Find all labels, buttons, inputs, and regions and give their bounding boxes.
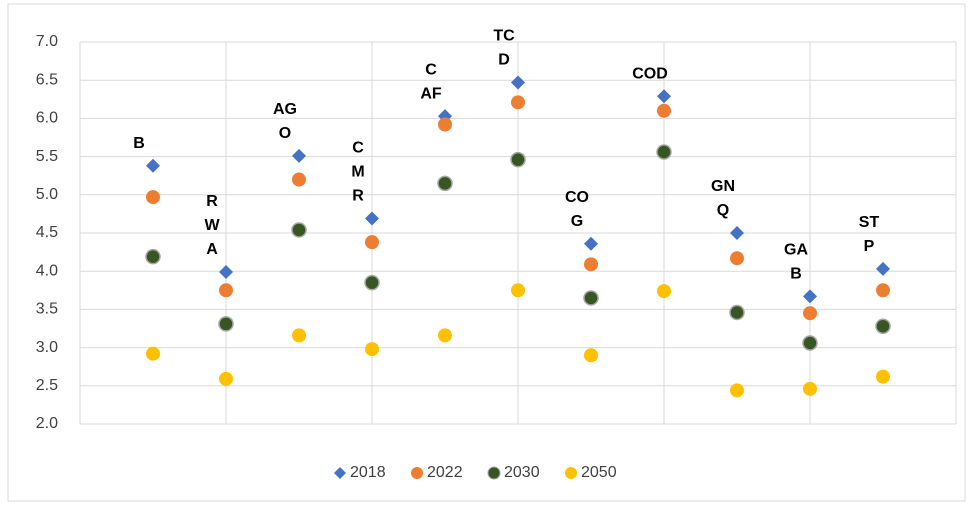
point — [437, 175, 453, 192]
point-label: TC — [493, 28, 515, 45]
y-tick-label: 2.5 — [36, 377, 58, 394]
point — [365, 211, 379, 226]
point-label: GA — [784, 242, 808, 259]
point — [875, 318, 891, 334]
point — [584, 257, 598, 272]
point-label: P — [864, 238, 875, 255]
point — [802, 335, 818, 351]
point-label: C — [425, 61, 437, 78]
point-label: AG — [273, 101, 297, 118]
y-tick-label: 7.0 — [36, 33, 58, 50]
point — [657, 284, 671, 299]
point — [364, 274, 380, 291]
point — [803, 381, 817, 396]
point — [656, 144, 672, 160]
y-tick-label: 5.0 — [36, 186, 58, 203]
point — [876, 283, 890, 298]
chart-frame — [7, 3, 966, 502]
point — [292, 148, 306, 163]
point — [730, 226, 744, 240]
point-label: CO — [565, 189, 589, 206]
legend-label: 2022 — [427, 464, 463, 481]
point — [292, 172, 306, 187]
point — [657, 89, 671, 104]
point-label: B — [790, 266, 802, 283]
legend-marker — [411, 467, 423, 479]
point-label: G — [571, 213, 583, 230]
y-tick-label: 4.5 — [36, 224, 58, 241]
y-tick-label: 3.0 — [36, 339, 58, 356]
point — [365, 342, 379, 357]
y-tick-label: 4.0 — [36, 262, 58, 279]
point-label: C — [352, 140, 364, 157]
point — [438, 117, 452, 132]
point — [657, 103, 671, 118]
point — [146, 190, 160, 205]
point — [803, 306, 817, 321]
point-label: R — [206, 193, 218, 210]
legend-label: 2030 — [504, 464, 540, 481]
point-label: AF — [420, 85, 442, 102]
point — [218, 316, 234, 332]
legend-label: 2018 — [350, 464, 386, 481]
point — [583, 290, 599, 306]
point — [584, 236, 598, 251]
point-label: ST — [859, 214, 880, 231]
point — [219, 283, 233, 298]
point — [510, 151, 526, 168]
point — [511, 95, 525, 110]
point — [584, 348, 598, 363]
point — [730, 251, 744, 266]
legend-marker — [334, 467, 346, 479]
point-label: M — [351, 164, 364, 181]
point — [730, 383, 744, 398]
point — [729, 304, 745, 321]
point-label: O — [279, 125, 291, 142]
point — [803, 289, 817, 304]
point — [146, 158, 160, 173]
point-label: B — [133, 135, 145, 152]
point-label: A — [206, 241, 218, 258]
y-tick-label: 6.5 — [36, 71, 58, 88]
point — [511, 75, 525, 90]
point-label: W — [204, 217, 220, 234]
point — [219, 264, 233, 279]
point-label: COD — [632, 65, 668, 82]
point — [876, 261, 890, 276]
point — [291, 222, 307, 238]
point — [438, 328, 452, 343]
point — [876, 369, 890, 384]
point-label: D — [498, 52, 510, 69]
y-tick-label: 6.0 — [36, 110, 58, 127]
y-tick-label: 5.5 — [36, 148, 58, 165]
point — [292, 328, 306, 343]
point — [219, 371, 233, 386]
legend-marker — [487, 466, 501, 480]
legend-marker — [565, 467, 577, 479]
point — [146, 346, 160, 361]
point — [511, 283, 525, 298]
point-label: GN — [711, 178, 735, 195]
y-tick-label: 3.5 — [36, 301, 58, 318]
point — [145, 248, 161, 265]
point-label: Q — [717, 202, 729, 219]
point-label: R — [352, 188, 364, 205]
point — [365, 235, 379, 250]
y-tick-label: 2.0 — [36, 415, 58, 432]
legend-label: 2050 — [581, 464, 617, 481]
